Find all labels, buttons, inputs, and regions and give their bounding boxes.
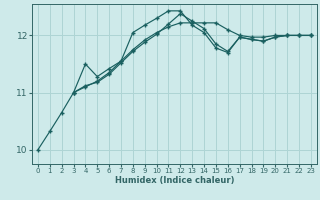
X-axis label: Humidex (Indice chaleur): Humidex (Indice chaleur) [115, 176, 234, 185]
